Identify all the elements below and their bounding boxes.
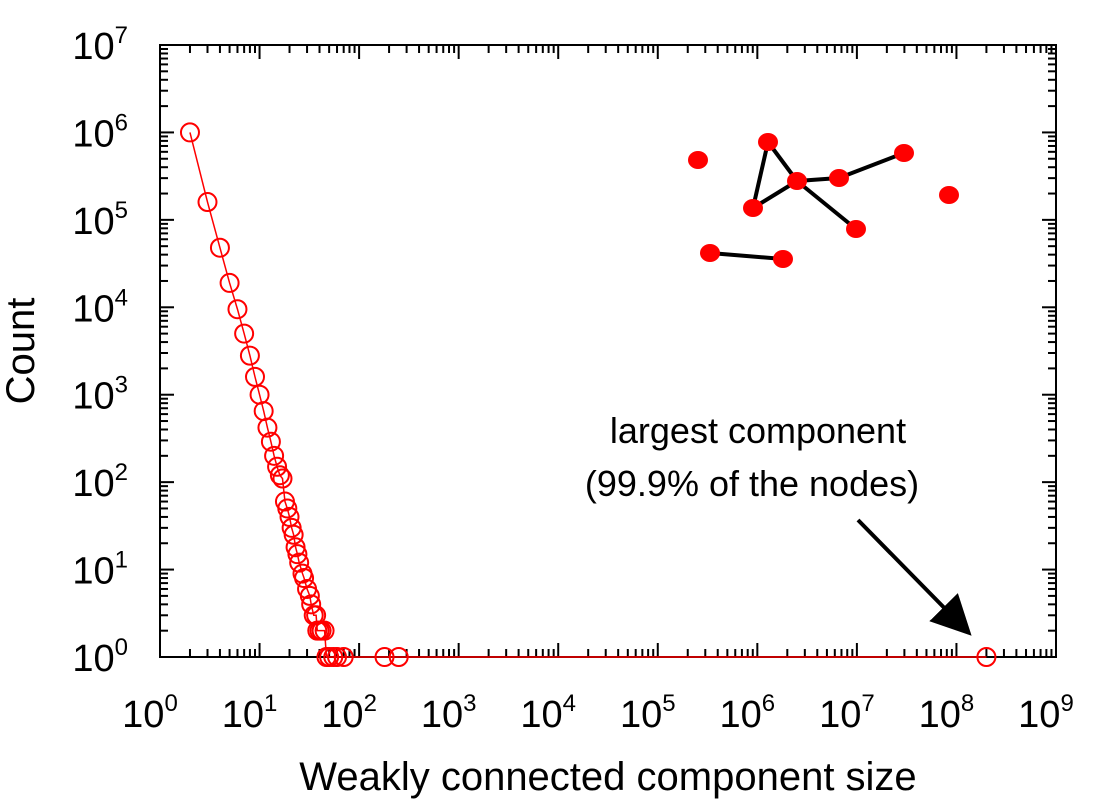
x-tick-labels: 100 101 102 103 104 105 106 107 108 109 (122, 690, 1074, 736)
y-tick-label: 107 (72, 22, 128, 68)
y-tick-label: 105 (72, 197, 128, 243)
axis-ticks (159, 44, 1057, 658)
annotation: largest component (99.9% of the nodes) (585, 410, 972, 636)
inset-node (700, 244, 720, 262)
data-point (197, 192, 218, 213)
data-point (209, 237, 230, 258)
y-tick-label: 104 (72, 284, 128, 330)
data-point (333, 647, 354, 667)
y-tick-label: 106 (72, 109, 128, 155)
data-point (219, 272, 240, 293)
annotation-line-2: (99.9% of the nodes) (585, 463, 919, 504)
inset-edge (838, 151, 905, 180)
x-tick-label: 102 (321, 690, 377, 736)
data-point (327, 647, 348, 667)
data-point (314, 620, 335, 641)
annotation-line-1: largest component (610, 410, 906, 451)
inset-node (846, 220, 866, 238)
data-point (234, 323, 255, 344)
x-tick-label: 107 (819, 690, 875, 736)
inset-node (758, 133, 778, 151)
data-point (388, 647, 409, 667)
data-point (283, 524, 304, 545)
inset-node (743, 199, 763, 217)
data-point (294, 568, 315, 589)
series-line (189, 132, 987, 658)
x-tick-label: 101 (222, 690, 278, 736)
x-tick-label: 106 (720, 690, 776, 736)
data-point (299, 585, 320, 606)
y-tick-label: 102 (72, 459, 128, 505)
data-point (257, 417, 278, 438)
inset-edge (795, 179, 858, 231)
inset-node (829, 169, 849, 187)
plot-frame (159, 44, 1057, 658)
data-point (267, 456, 288, 477)
x-tick-label: 109 (1018, 690, 1074, 736)
data-point (260, 431, 281, 452)
y-axis-label: Count (0, 298, 43, 405)
x-tick-label: 108 (919, 690, 975, 736)
data-point (277, 498, 298, 519)
data-point (239, 345, 260, 366)
inset-node (773, 250, 793, 268)
y-tick-label: 100 (72, 634, 128, 680)
data-point (374, 647, 395, 667)
inset-node (688, 151, 708, 169)
inset-node (894, 144, 914, 162)
y-tick-labels: 100 101 102 103 104 105 106 107 (72, 22, 128, 680)
x-tick-label: 100 (122, 690, 178, 736)
data-point (179, 122, 200, 143)
inset-graph-illustration (688, 133, 959, 268)
y-tick-label: 101 (72, 547, 128, 593)
data-point (301, 594, 322, 615)
x-axis-label: Weakly connected component size (299, 755, 916, 799)
x-tick-label: 103 (421, 690, 477, 736)
data-point (976, 647, 997, 667)
x-tick-label: 104 (520, 690, 576, 736)
inset-edge (709, 251, 784, 261)
inset-edge (751, 141, 770, 209)
data-point (227, 299, 248, 320)
data-series (179, 122, 997, 667)
x-tick-label: 105 (620, 690, 676, 736)
inset-node (939, 186, 959, 204)
annotation-arrow (856, 518, 972, 636)
data-point (264, 445, 285, 466)
data-point (272, 468, 293, 489)
y-tick-label: 103 (72, 372, 128, 418)
inset-node (787, 172, 807, 190)
data-point (287, 544, 308, 565)
data-point (269, 465, 290, 486)
